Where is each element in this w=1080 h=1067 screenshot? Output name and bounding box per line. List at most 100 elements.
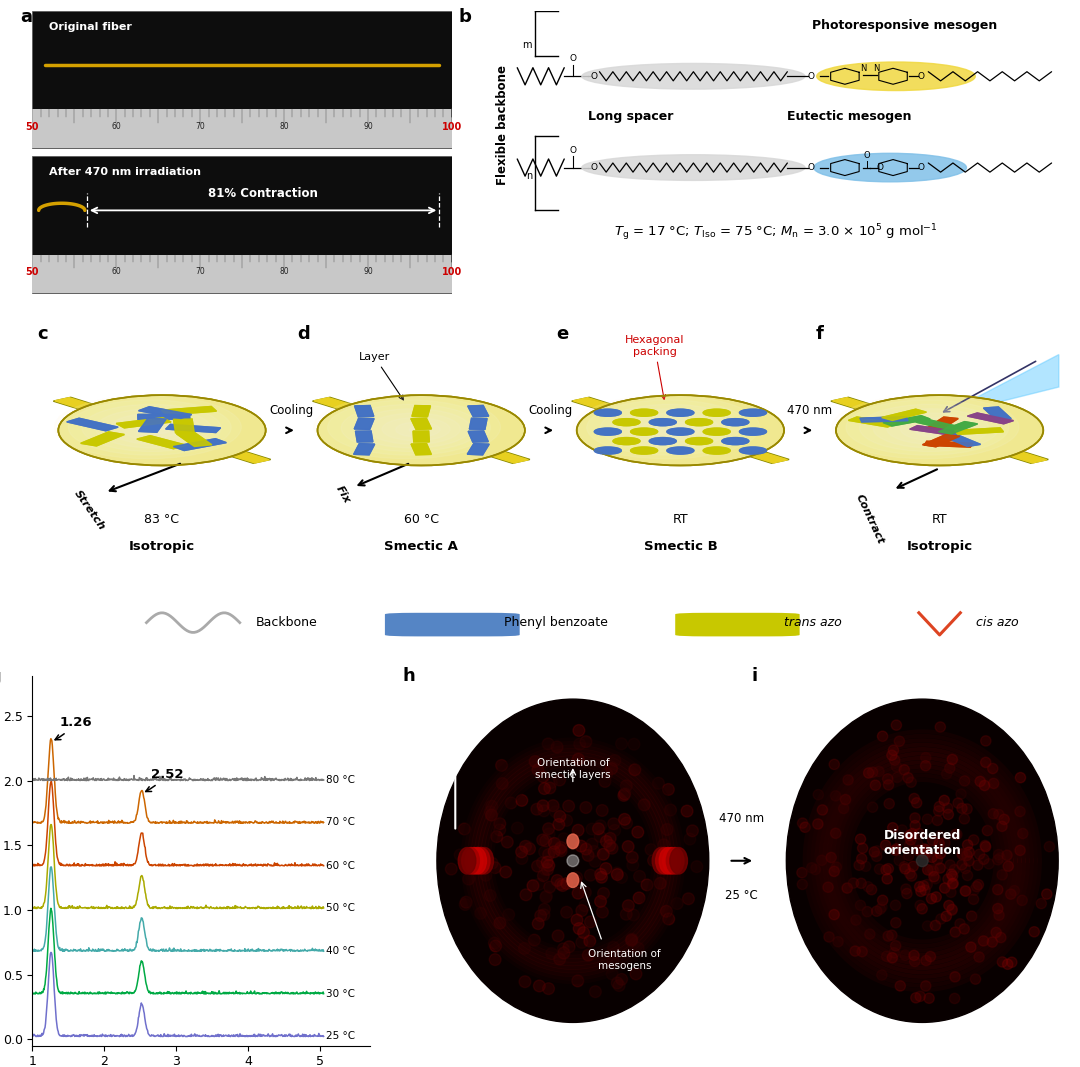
Ellipse shape bbox=[870, 780, 880, 791]
Ellipse shape bbox=[928, 427, 948, 433]
Text: Photoresponsive mesogen: Photoresponsive mesogen bbox=[812, 19, 998, 32]
Ellipse shape bbox=[648, 855, 660, 866]
Ellipse shape bbox=[860, 404, 999, 451]
Polygon shape bbox=[469, 431, 488, 442]
Ellipse shape bbox=[613, 409, 729, 448]
Ellipse shape bbox=[561, 877, 572, 889]
Ellipse shape bbox=[824, 931, 834, 942]
Ellipse shape bbox=[608, 941, 619, 953]
Ellipse shape bbox=[576, 905, 588, 917]
Ellipse shape bbox=[920, 752, 931, 763]
Ellipse shape bbox=[940, 795, 949, 806]
Ellipse shape bbox=[571, 872, 582, 883]
Polygon shape bbox=[138, 407, 192, 418]
Ellipse shape bbox=[654, 423, 699, 437]
Ellipse shape bbox=[887, 930, 897, 940]
Ellipse shape bbox=[924, 993, 934, 1003]
Ellipse shape bbox=[922, 864, 933, 875]
Ellipse shape bbox=[960, 863, 971, 874]
Ellipse shape bbox=[942, 768, 951, 779]
Ellipse shape bbox=[888, 823, 897, 833]
Ellipse shape bbox=[557, 879, 568, 891]
Ellipse shape bbox=[494, 817, 505, 829]
Ellipse shape bbox=[605, 841, 617, 853]
Ellipse shape bbox=[978, 936, 988, 946]
Ellipse shape bbox=[883, 780, 893, 790]
Ellipse shape bbox=[915, 847, 926, 857]
Ellipse shape bbox=[555, 842, 567, 854]
Ellipse shape bbox=[681, 806, 693, 817]
Ellipse shape bbox=[816, 62, 975, 91]
Ellipse shape bbox=[891, 762, 902, 771]
Circle shape bbox=[703, 410, 730, 416]
Ellipse shape bbox=[596, 805, 608, 816]
Ellipse shape bbox=[888, 745, 899, 755]
Ellipse shape bbox=[548, 800, 559, 812]
Ellipse shape bbox=[882, 774, 893, 784]
Ellipse shape bbox=[984, 859, 994, 869]
Ellipse shape bbox=[642, 417, 710, 441]
Ellipse shape bbox=[949, 993, 960, 1004]
Ellipse shape bbox=[873, 409, 988, 448]
Ellipse shape bbox=[584, 917, 596, 928]
Ellipse shape bbox=[150, 427, 171, 433]
Ellipse shape bbox=[877, 902, 887, 912]
Circle shape bbox=[686, 418, 713, 426]
Ellipse shape bbox=[858, 843, 867, 854]
Text: 90: 90 bbox=[363, 268, 373, 276]
Polygon shape bbox=[176, 432, 212, 446]
Ellipse shape bbox=[922, 921, 933, 931]
Polygon shape bbox=[410, 418, 432, 429]
Text: 90: 90 bbox=[363, 122, 373, 131]
Ellipse shape bbox=[918, 880, 929, 891]
Ellipse shape bbox=[553, 818, 565, 830]
Polygon shape bbox=[939, 421, 977, 434]
Ellipse shape bbox=[395, 423, 440, 437]
Circle shape bbox=[594, 410, 621, 416]
Ellipse shape bbox=[875, 904, 886, 914]
Ellipse shape bbox=[489, 954, 501, 966]
Text: 25 °C: 25 °C bbox=[326, 1032, 355, 1041]
Ellipse shape bbox=[882, 874, 892, 883]
Ellipse shape bbox=[554, 843, 566, 855]
Ellipse shape bbox=[579, 899, 591, 911]
Polygon shape bbox=[411, 444, 431, 455]
Ellipse shape bbox=[516, 853, 528, 864]
Ellipse shape bbox=[967, 911, 976, 921]
Ellipse shape bbox=[917, 846, 928, 857]
Ellipse shape bbox=[959, 776, 970, 786]
Ellipse shape bbox=[627, 413, 719, 444]
Ellipse shape bbox=[531, 803, 543, 815]
Ellipse shape bbox=[605, 832, 616, 844]
Ellipse shape bbox=[813, 790, 823, 800]
Circle shape bbox=[631, 428, 658, 435]
Ellipse shape bbox=[600, 404, 740, 451]
Polygon shape bbox=[410, 418, 432, 429]
Ellipse shape bbox=[872, 846, 882, 856]
Ellipse shape bbox=[1005, 889, 1016, 899]
Ellipse shape bbox=[915, 881, 924, 892]
Circle shape bbox=[703, 447, 730, 455]
Ellipse shape bbox=[68, 400, 231, 456]
Polygon shape bbox=[411, 405, 431, 416]
Polygon shape bbox=[355, 431, 373, 442]
Ellipse shape bbox=[921, 955, 931, 966]
Circle shape bbox=[613, 437, 640, 445]
Polygon shape bbox=[984, 407, 1011, 419]
Ellipse shape bbox=[545, 777, 557, 789]
Ellipse shape bbox=[927, 893, 936, 904]
Text: Phenyl benzoate: Phenyl benzoate bbox=[504, 616, 608, 630]
Ellipse shape bbox=[959, 924, 970, 934]
Ellipse shape bbox=[629, 738, 639, 750]
Polygon shape bbox=[881, 409, 927, 420]
Ellipse shape bbox=[582, 849, 594, 861]
Ellipse shape bbox=[975, 777, 985, 786]
Ellipse shape bbox=[593, 823, 605, 834]
Ellipse shape bbox=[969, 894, 978, 905]
Ellipse shape bbox=[586, 839, 598, 850]
Ellipse shape bbox=[920, 848, 931, 859]
Ellipse shape bbox=[657, 846, 669, 858]
Ellipse shape bbox=[890, 755, 900, 765]
Ellipse shape bbox=[887, 413, 978, 444]
Circle shape bbox=[721, 437, 748, 445]
